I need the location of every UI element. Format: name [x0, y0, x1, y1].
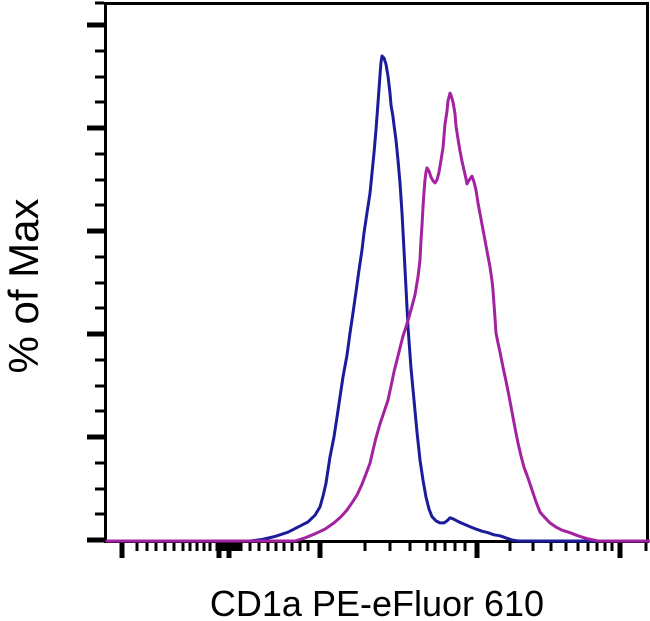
- x-axis-tick-minor: [603, 543, 607, 551]
- x-axis-tick-minor: [219, 543, 223, 551]
- x-axis-tick-minor: [202, 543, 206, 551]
- x-axis-tick-minor: [145, 543, 149, 551]
- x-axis-tick-minor: [163, 543, 167, 551]
- x-axis-tick-minor: [135, 543, 139, 551]
- y-axis-tick-major: [87, 228, 104, 234]
- y-axis-tick-major: [87, 22, 104, 28]
- y-axis-tick-major: [87, 434, 104, 440]
- blue-histogram: [105, 54, 650, 543]
- x-axis-tick-major: [474, 543, 480, 558]
- x-axis-tick-minor: [595, 543, 599, 551]
- x-axis-tick-minor: [282, 543, 286, 551]
- x-axis-tick-minor: [208, 543, 212, 551]
- y-axis-tick-minor: [95, 152, 104, 156]
- x-axis-tick-minor: [231, 543, 235, 551]
- x-axis-tick-minor: [290, 543, 294, 551]
- y-axis-tick-minor: [95, 512, 104, 516]
- x-axis-tick-minor: [531, 543, 535, 551]
- x-axis-tick-minor: [154, 543, 158, 551]
- x-axis-tick-minor: [266, 543, 270, 551]
- x-axis-tick-minor: [388, 543, 392, 551]
- y-axis-tick-major: [87, 537, 104, 543]
- y-axis-tick-minor: [95, 281, 104, 285]
- x-axis-tick-minor: [221, 543, 225, 551]
- y-axis-tick-minor: [95, 178, 104, 182]
- x-axis-tick-major: [617, 543, 623, 558]
- x-axis-tick-minor: [236, 543, 240, 551]
- x-axis-tick-minor: [306, 543, 310, 551]
- x-axis-tick-major: [119, 543, 125, 558]
- x-axis-tick-minor: [453, 543, 457, 551]
- x-axis-tick-minor: [576, 543, 580, 551]
- x-axis-tick-minor: [363, 543, 367, 551]
- y-axis-tick-minor: [95, 487, 104, 491]
- y-axis-tick-major: [87, 125, 104, 131]
- y-axis-tick-minor: [95, 49, 104, 53]
- y-axis-tick-minor: [95, 306, 104, 310]
- x-axis-tick-minor: [172, 543, 176, 551]
- x-axis-tick-minor: [223, 543, 227, 551]
- x-axis-tick-major: [226, 543, 232, 558]
- magenta-histogram: [105, 91, 650, 543]
- y-axis-label: % of Max: [0, 198, 47, 374]
- y-axis-tick-minor: [95, 100, 104, 104]
- x-axis-tick-minor: [408, 543, 412, 551]
- x-axis-tick-minor: [443, 543, 447, 551]
- x-axis-tick-minor: [586, 543, 590, 551]
- x-axis-tick-minor: [181, 543, 185, 551]
- axis-box: [104, 2, 649, 543]
- x-axis-label: CD1a PE-eFluor 610: [209, 583, 545, 621]
- x-axis-tick-minor: [233, 543, 237, 551]
- y-axis-tick-minor: [95, 461, 104, 465]
- y-axis-tick-minor: [95, 358, 104, 362]
- x-axis-tick-major: [317, 543, 323, 558]
- x-axis-tick-minor: [564, 543, 568, 551]
- x-axis-tick-major: [216, 543, 222, 558]
- y-axis-tick-minor: [95, 1, 104, 5]
- x-axis-tick-minor: [298, 543, 302, 551]
- y-axis-tick-major: [87, 331, 104, 337]
- x-axis-tick-minor: [239, 543, 243, 551]
- x-axis-tick-minor: [463, 543, 467, 551]
- y-axis-tick-minor: [95, 384, 104, 388]
- y-axis-tick-minor: [95, 203, 104, 207]
- x-axis-tick-minor: [644, 543, 648, 551]
- x-axis-tick-minor: [549, 543, 553, 551]
- y-axis-tick-minor: [95, 255, 104, 259]
- x-axis-tick-minor: [195, 543, 199, 551]
- x-axis-tick-minor: [508, 543, 512, 551]
- y-axis-tick-minor: [95, 409, 104, 413]
- x-axis-tick-minor: [433, 543, 437, 551]
- x-axis-tick-minor: [610, 543, 614, 551]
- x-axis-tick-minor: [188, 543, 192, 551]
- x-axis-tick-minor: [425, 543, 429, 551]
- x-axis-tick-minor: [229, 543, 233, 551]
- x-axis-tick-minor: [274, 543, 278, 551]
- x-axis-tick-minor: [248, 543, 252, 551]
- y-axis-tick-minor: [95, 75, 104, 79]
- x-axis-tick-minor: [257, 543, 261, 551]
